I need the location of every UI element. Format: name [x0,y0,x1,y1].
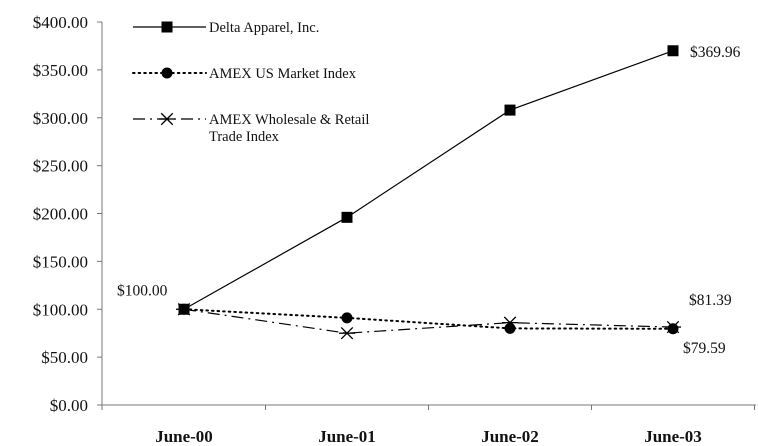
square-marker [341,211,353,223]
legend-label: Delta Apparel, Inc. [209,20,319,36]
series-line [183,308,674,334]
series-line [183,308,674,330]
y-tick-label: $150.00 [33,252,88,271]
asterisk-marker [339,326,355,340]
series-2 [176,303,681,340]
square-marker [178,303,190,315]
x-tick-label: June-02 [481,427,539,446]
legend-label: AMEX Wholesale & Retail [209,112,369,128]
circle-marker [341,312,353,324]
series-1 [178,303,679,335]
square-marker [504,104,516,116]
x-tick-label: June-01 [318,427,376,446]
legend-item: Delta Apparel, Inc. [133,20,319,36]
y-tick-label: $250.00 [33,157,88,176]
square-marker [161,21,173,33]
square-marker [667,45,679,57]
data-label: $369.96 [690,44,741,61]
data-label: $81.39 [689,292,732,309]
legend: Delta Apparel, Inc. AMEX US Market Index A… [132,20,369,145]
y-axis-tick-labels: $0.00 $50.00 $100.00 $150.00 $200.00 $250.00 $… [33,13,88,415]
chart-axes [97,21,756,410]
data-labels: $100.00 $369.96 $81.39 $79.59 [117,44,741,357]
y-tick-label: $300.00 [33,109,88,128]
circle-marker [667,323,679,335]
series-layer [176,45,681,340]
data-label: $79.59 [683,340,726,357]
legend-item: AMEX US Market Index [132,66,357,82]
y-tick-label: $200.00 [33,205,88,224]
y-tick-label: $350.00 [33,61,88,80]
asterisk-marker [159,112,175,126]
y-tick-label: $0.00 [50,396,88,415]
x-axis-tick-labels: June-00 June-01 June-02 June-03 [155,427,702,446]
legend-label: AMEX US Market Index [209,66,357,82]
circle-marker [504,322,516,334]
series-0 [178,45,679,315]
y-tick-label: $50.00 [41,348,88,367]
circle-marker [161,67,173,79]
legend-label: Trade Index [209,129,280,145]
y-tick-label: $100.00 [33,300,88,319]
y-tick-label: $400.00 [33,13,88,32]
x-tick-label: June-03 [644,427,702,446]
series-line [183,50,674,310]
asterisk-stroke [340,326,354,340]
asterisk-stroke [160,112,174,126]
data-label: $100.00 [117,282,168,299]
x-tick-label: June-00 [155,427,213,446]
